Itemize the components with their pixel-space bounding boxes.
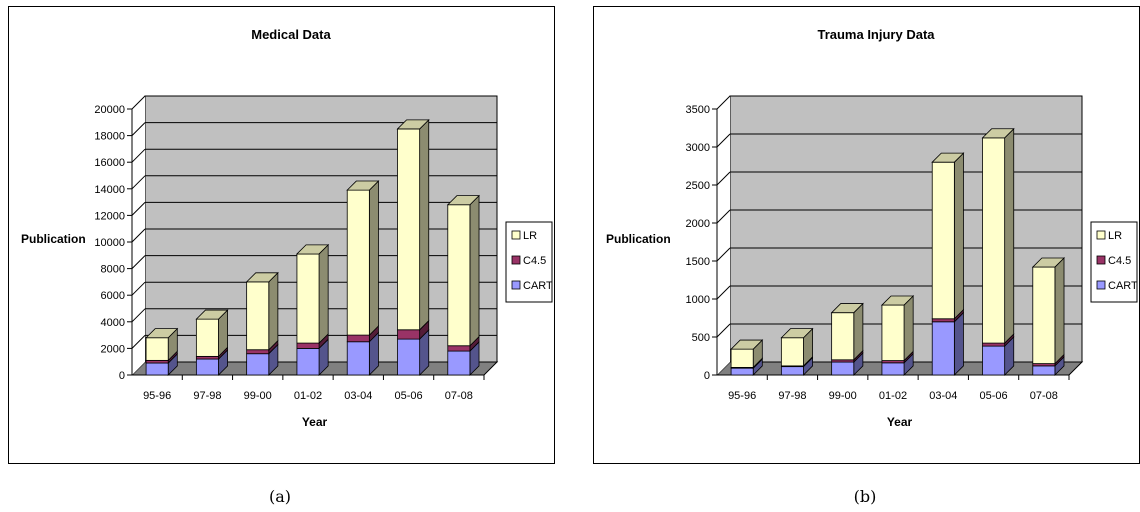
bar-lr-97-98 xyxy=(195,309,229,358)
y-tick-label: 12000 xyxy=(94,210,125,222)
y-axis-label: Publication xyxy=(21,232,86,246)
gridline-diagonal xyxy=(716,285,731,300)
bar-lr-99-00 xyxy=(245,271,279,351)
bar-lr-03-04 xyxy=(931,152,965,320)
gridline-diagonal xyxy=(131,308,146,323)
bar-cart-01-02 xyxy=(296,338,329,376)
gridline-diagonal xyxy=(131,175,146,190)
x-tick-label: 07-08 xyxy=(1030,390,1058,402)
bar-cart-03-04 xyxy=(931,311,964,376)
y-tick-label: 3500 xyxy=(686,104,710,116)
x-axis-label: Year xyxy=(887,415,913,429)
gridline-diagonal xyxy=(131,95,146,110)
legend-swatch-c45 xyxy=(511,255,521,265)
bar-lr-07-08 xyxy=(1031,257,1065,365)
x-tick-label: 05-06 xyxy=(395,390,423,402)
legend: LR C4.5 CART xyxy=(505,221,553,303)
y-tick-label: 8000 xyxy=(101,264,125,276)
x-tick-label: 07-08 xyxy=(445,390,473,402)
gridline-diagonal xyxy=(716,209,731,224)
legend-label-lr: LR xyxy=(523,230,537,242)
legend: LR C4.5 CART xyxy=(1090,221,1138,303)
bar-lr-97-98 xyxy=(780,327,814,367)
y-tick-label: 4000 xyxy=(101,317,125,329)
x-tick-label: 03-04 xyxy=(929,390,957,402)
x-tick-label: 97-98 xyxy=(193,390,221,402)
y-tick-label: 0 xyxy=(119,370,125,382)
legend-label-c45: C4.5 xyxy=(1108,255,1131,267)
gridline-diagonal xyxy=(131,202,146,216)
y-axis-label: Publication xyxy=(606,232,671,246)
x-tick-label: 97-98 xyxy=(778,390,806,402)
bar-lr-07-08 xyxy=(446,194,480,347)
legend-swatch-lr xyxy=(511,230,521,240)
bar-lr-05-06 xyxy=(981,127,1015,345)
gridline-diagonal xyxy=(716,323,731,338)
chart-title: Medical Data xyxy=(251,27,331,42)
caption-b: (b) xyxy=(853,487,877,506)
bar-cart-05-06 xyxy=(397,329,430,376)
x-tick-label: 05-06 xyxy=(980,390,1008,402)
y-tick-label: 18000 xyxy=(94,131,125,143)
x-tick-label: 95-96 xyxy=(728,390,756,402)
y-tick-label: 1500 xyxy=(686,256,710,268)
chart-panel-medical: Medical Data 0 2000 4000 6000 8000 10000 12000 1… xyxy=(8,6,555,464)
bar-lr-05-06 xyxy=(396,118,430,331)
y-tick-label: 1000 xyxy=(686,294,710,306)
legend-swatch-c45 xyxy=(1096,255,1106,265)
bar-cart-07-08 xyxy=(447,340,480,376)
gridline-diagonal xyxy=(716,171,731,186)
bar-lr-03-04 xyxy=(346,180,380,337)
chart-title: Trauma Injury Data xyxy=(817,27,935,42)
bar-lr-01-02 xyxy=(880,295,915,362)
gridline-diagonal xyxy=(131,228,146,243)
gridline-diagonal xyxy=(716,247,731,262)
bar-cart-03-04 xyxy=(346,331,379,376)
y-tick-label: 2000 xyxy=(101,343,125,355)
bar-lr-95-96 xyxy=(145,327,179,362)
y-tick-label: 6000 xyxy=(101,290,125,302)
x-tick-label: 03-04 xyxy=(344,390,372,402)
y-tick-label: 10000 xyxy=(94,237,125,249)
y-tick-label: 500 xyxy=(692,332,710,344)
x-tick-label: 01-02 xyxy=(294,390,322,402)
y-tick-label: 20000 xyxy=(94,104,125,116)
bar-lr-99-00 xyxy=(830,302,864,361)
x-tick-label: 95-96 xyxy=(143,390,171,402)
side-wall xyxy=(717,96,730,375)
y-tick-label: 16000 xyxy=(94,157,125,169)
y-tick-label: 0 xyxy=(704,370,710,382)
y-tick-label: 2500 xyxy=(686,180,710,192)
gridline-diagonal xyxy=(131,122,146,136)
y-tick-label: 14000 xyxy=(94,184,125,196)
chart-panel-trauma: Trauma Injury Data 0 500 1000 1500 2000 2500 30… xyxy=(593,6,1140,464)
legend-label-c45: C4.5 xyxy=(523,255,546,267)
gridline-diagonal xyxy=(716,95,731,110)
legend-swatch-cart xyxy=(511,280,521,290)
legend-swatch-lr xyxy=(1096,230,1106,240)
bar-lr-95-96 xyxy=(730,339,764,369)
legend-label-cart: CART xyxy=(523,280,553,292)
gridline-diagonal xyxy=(716,133,731,148)
y-tick-label: 2000 xyxy=(686,218,710,230)
medical-data-chart: Medical Data 0 2000 4000 6000 8000 10000 12000 1… xyxy=(21,27,553,429)
legend-swatch-cart xyxy=(1096,280,1106,290)
gridline-diagonal xyxy=(131,281,146,296)
gridline-diagonal xyxy=(131,335,146,349)
legend-label-cart: CART xyxy=(1108,280,1138,292)
gridline-diagonal xyxy=(131,148,146,163)
gridline-diagonal xyxy=(131,255,146,269)
caption-a: (a) xyxy=(268,487,292,506)
bar-lr-01-02 xyxy=(295,243,330,345)
x-tick-label: 99-00 xyxy=(829,390,857,402)
y-tick-label: 3000 xyxy=(686,142,710,154)
x-axis-label: Year xyxy=(302,415,328,429)
x-tick-label: 01-02 xyxy=(879,390,907,402)
legend-label-lr: LR xyxy=(1108,230,1122,242)
x-tick-label: 99-00 xyxy=(244,390,272,402)
trauma-injury-chart: Trauma Injury Data 0 500 1000 1500 2000 2500 30… xyxy=(606,27,1138,429)
